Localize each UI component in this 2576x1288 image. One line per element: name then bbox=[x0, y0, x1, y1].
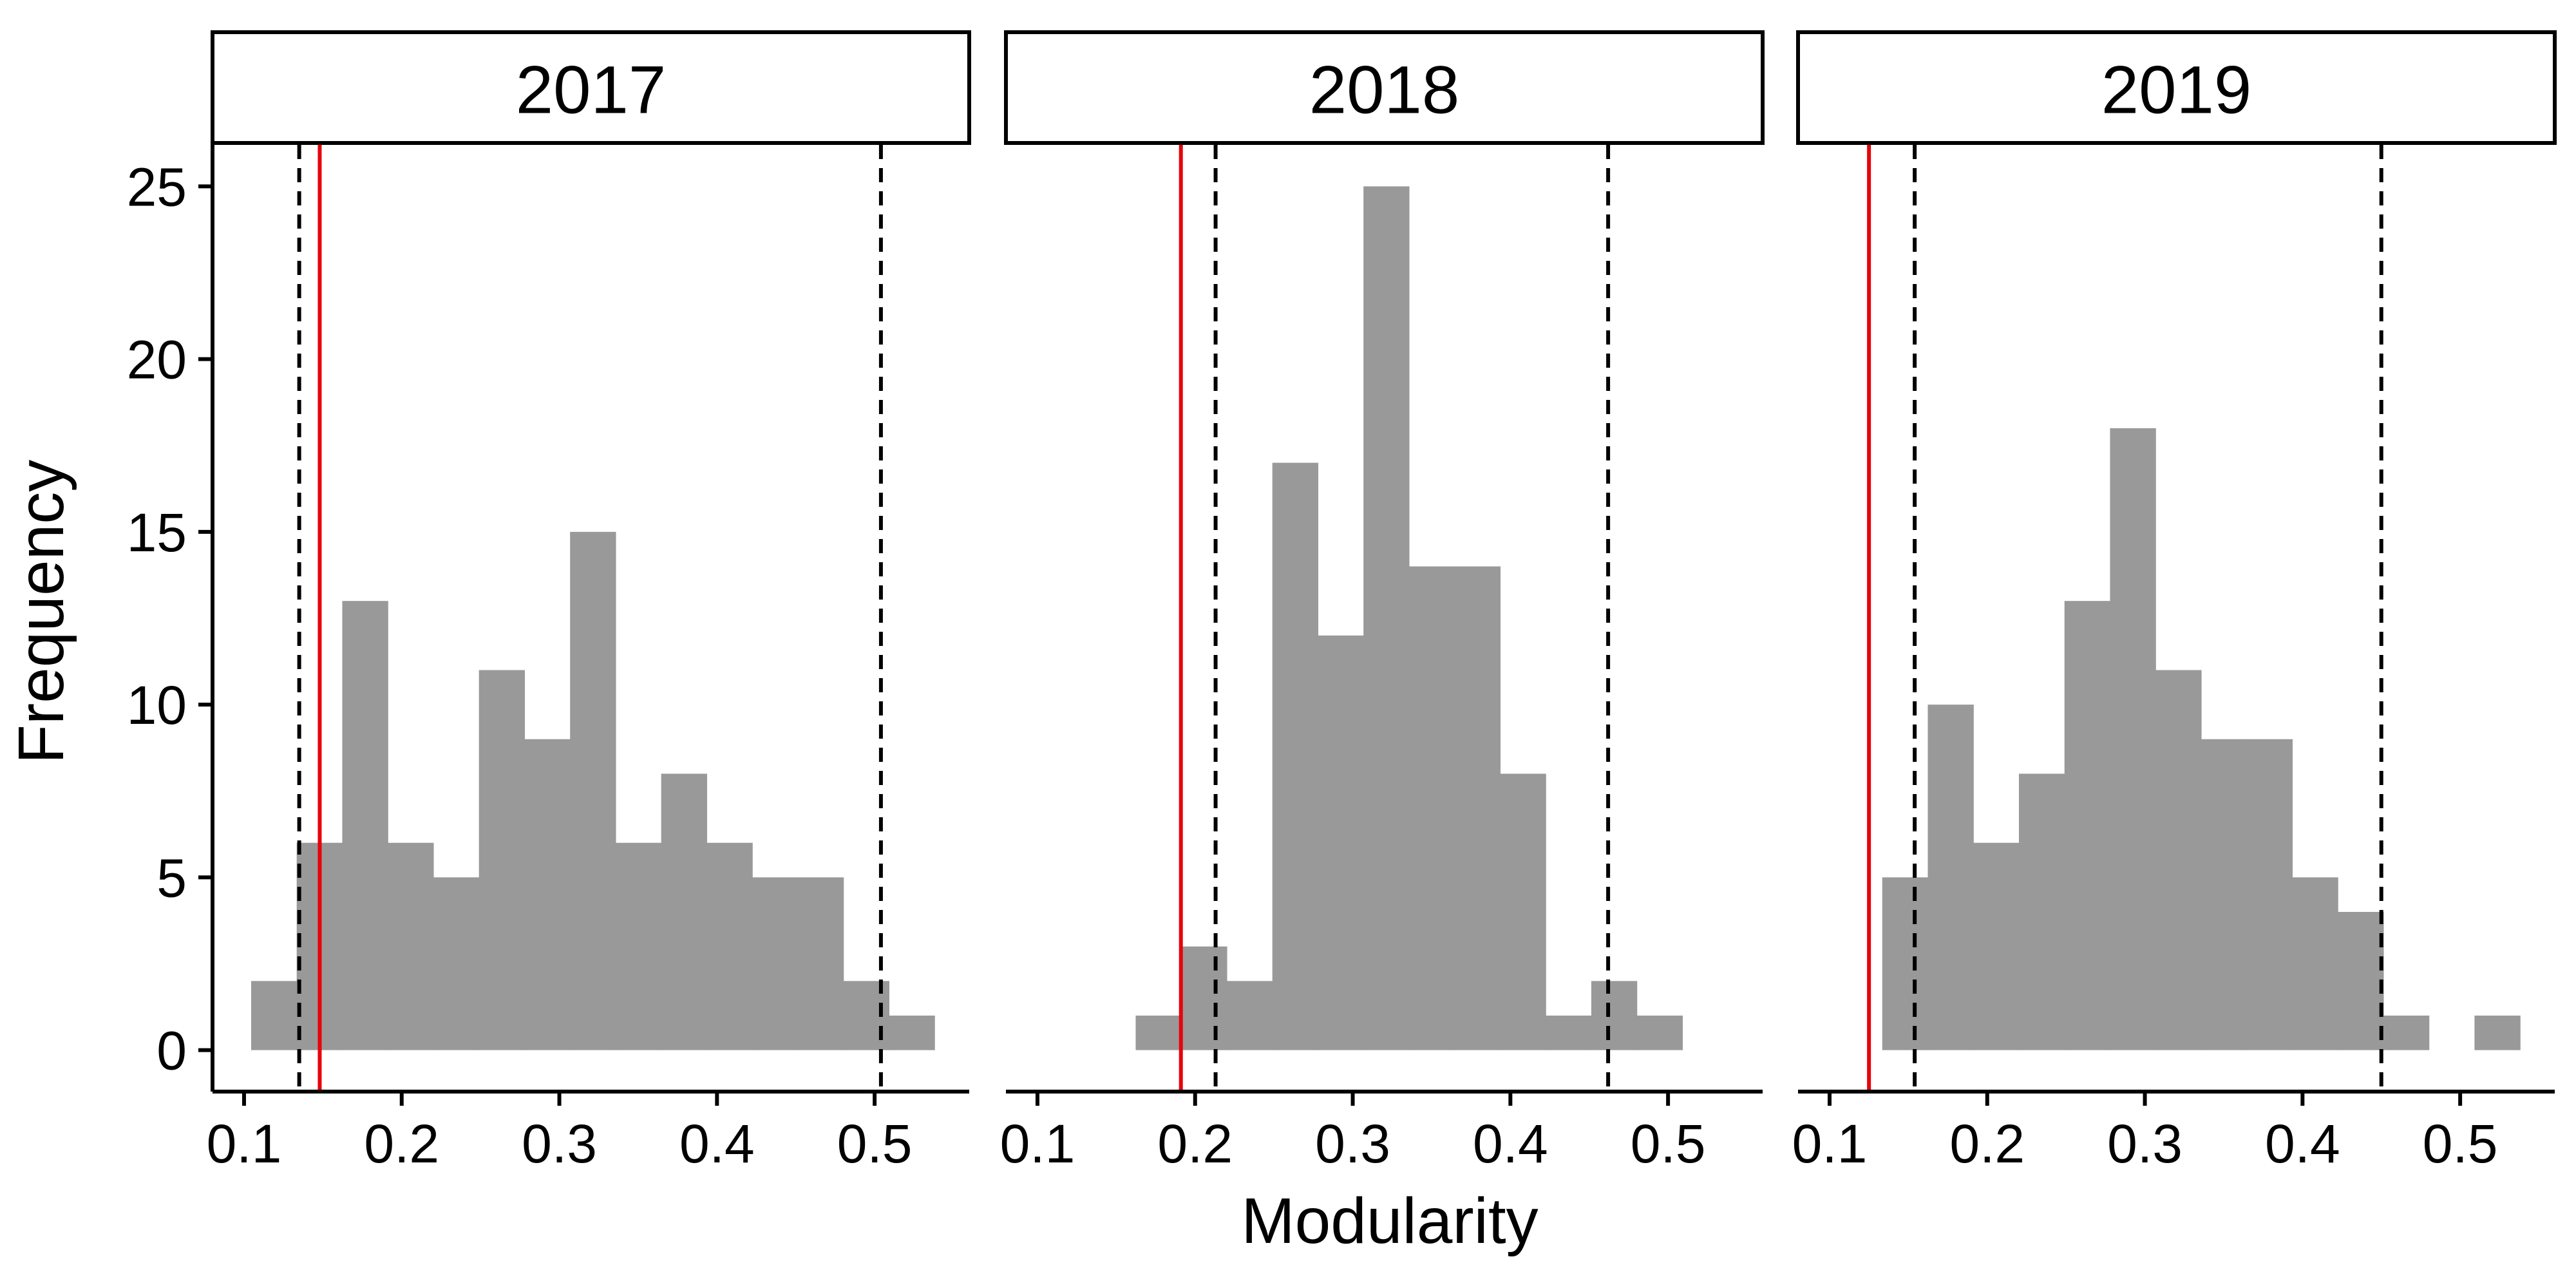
panel-title: 2017 bbox=[516, 53, 667, 128]
histogram-bar bbox=[1636, 1015, 1683, 1050]
histogram-bar bbox=[1181, 946, 1227, 1050]
histogram-bar bbox=[478, 670, 526, 1050]
histogram-bar bbox=[1226, 981, 1273, 1050]
x-tick-label: 0.2 bbox=[1157, 1113, 1233, 1174]
histogram-bar bbox=[1591, 981, 1638, 1050]
histogram-bar bbox=[1882, 877, 1929, 1050]
x-tick-label: 0.5 bbox=[837, 1113, 913, 1174]
panel-2019: 2019 0.1 0.2 0.3 0.4 0.5 bbox=[1792, 30, 2557, 1174]
x-tick-label: 0.4 bbox=[2265, 1113, 2340, 1174]
histogram-bar bbox=[889, 1015, 935, 1050]
histogram-bar bbox=[2201, 739, 2248, 1050]
histogram-bar bbox=[2155, 670, 2202, 1050]
histogram-bar bbox=[1973, 842, 2020, 1050]
x-tick-label: 0.3 bbox=[2107, 1113, 2183, 1174]
histogram-bar bbox=[2383, 1015, 2430, 1050]
histogram-bar bbox=[1272, 462, 1319, 1050]
panel-2017: 2017 0.1 0.2 0.3 0.4 0.5 0 5 10 15 20 25 bbox=[127, 30, 971, 1174]
histogram-bar bbox=[2474, 1015, 2521, 1050]
x-tick-label: 0.2 bbox=[1949, 1113, 2025, 1174]
x-tick-label: 0.3 bbox=[522, 1113, 597, 1174]
x-tick-label: 0.5 bbox=[1631, 1113, 1706, 1174]
histogram-bar bbox=[1318, 635, 1364, 1050]
x-tick-label: 0.1 bbox=[1792, 1113, 1868, 1174]
histogram-bar bbox=[1546, 1015, 1592, 1050]
histogram-bar bbox=[2110, 428, 2156, 1050]
histogram-bar bbox=[797, 877, 844, 1050]
histogram-bar bbox=[1408, 566, 1455, 1050]
histogram-bar bbox=[1927, 705, 1974, 1050]
x-tick-label: 0.1 bbox=[1000, 1113, 1075, 1174]
histogram-bar bbox=[706, 842, 753, 1050]
histogram-bar bbox=[2338, 912, 2384, 1050]
histogram-bar bbox=[1500, 773, 1546, 1050]
x-tick-label: 0.4 bbox=[1473, 1113, 1548, 1174]
histogram-bar bbox=[1363, 186, 1410, 1050]
histogram-bar bbox=[2064, 601, 2111, 1050]
x-tick-label: 0.3 bbox=[1315, 1113, 1390, 1174]
y-tick-label: 25 bbox=[127, 156, 187, 217]
y-tick-label: 5 bbox=[156, 848, 187, 908]
y-tick-label: 0 bbox=[156, 1021, 187, 1081]
histogram-bar bbox=[2018, 773, 2065, 1050]
histogram-bar bbox=[752, 877, 799, 1050]
histogram-bar bbox=[524, 739, 571, 1050]
x-tick-label: 0.5 bbox=[2423, 1113, 2498, 1174]
histogram-bar bbox=[1135, 1015, 1182, 1050]
histogram-bar bbox=[2292, 877, 2338, 1050]
histogram-bar bbox=[388, 842, 434, 1050]
x-tick-label: 0.4 bbox=[679, 1113, 755, 1174]
histogram-bar bbox=[251, 981, 298, 1050]
panel-strip bbox=[211, 30, 971, 145]
y-tick-label: 15 bbox=[127, 502, 187, 563]
panel-title: 2019 bbox=[2101, 53, 2252, 128]
panel-strip bbox=[1796, 30, 2557, 145]
y-tick-label: 20 bbox=[127, 330, 187, 390]
x-tick-label: 0.1 bbox=[207, 1113, 282, 1174]
y-axis-title: Frequency bbox=[5, 460, 77, 764]
panel-title: 2018 bbox=[1309, 53, 1460, 128]
x-tick-label: 0.2 bbox=[364, 1113, 439, 1174]
histogram-bar bbox=[342, 601, 388, 1050]
x-axis-title: Modularity bbox=[1241, 1185, 1538, 1257]
histogram-bar bbox=[1454, 566, 1501, 1050]
histogram-bar bbox=[615, 842, 662, 1050]
y-tick-label: 10 bbox=[127, 675, 187, 735]
histogram-bar bbox=[2246, 739, 2293, 1050]
panel-2018: 2018 0.1 0.2 0.3 0.4 0.5 bbox=[1000, 30, 1765, 1174]
histogram-bar bbox=[570, 531, 616, 1050]
panel-strip bbox=[1004, 30, 1765, 145]
histogram-bar bbox=[433, 877, 480, 1050]
histogram-bar bbox=[661, 773, 708, 1050]
